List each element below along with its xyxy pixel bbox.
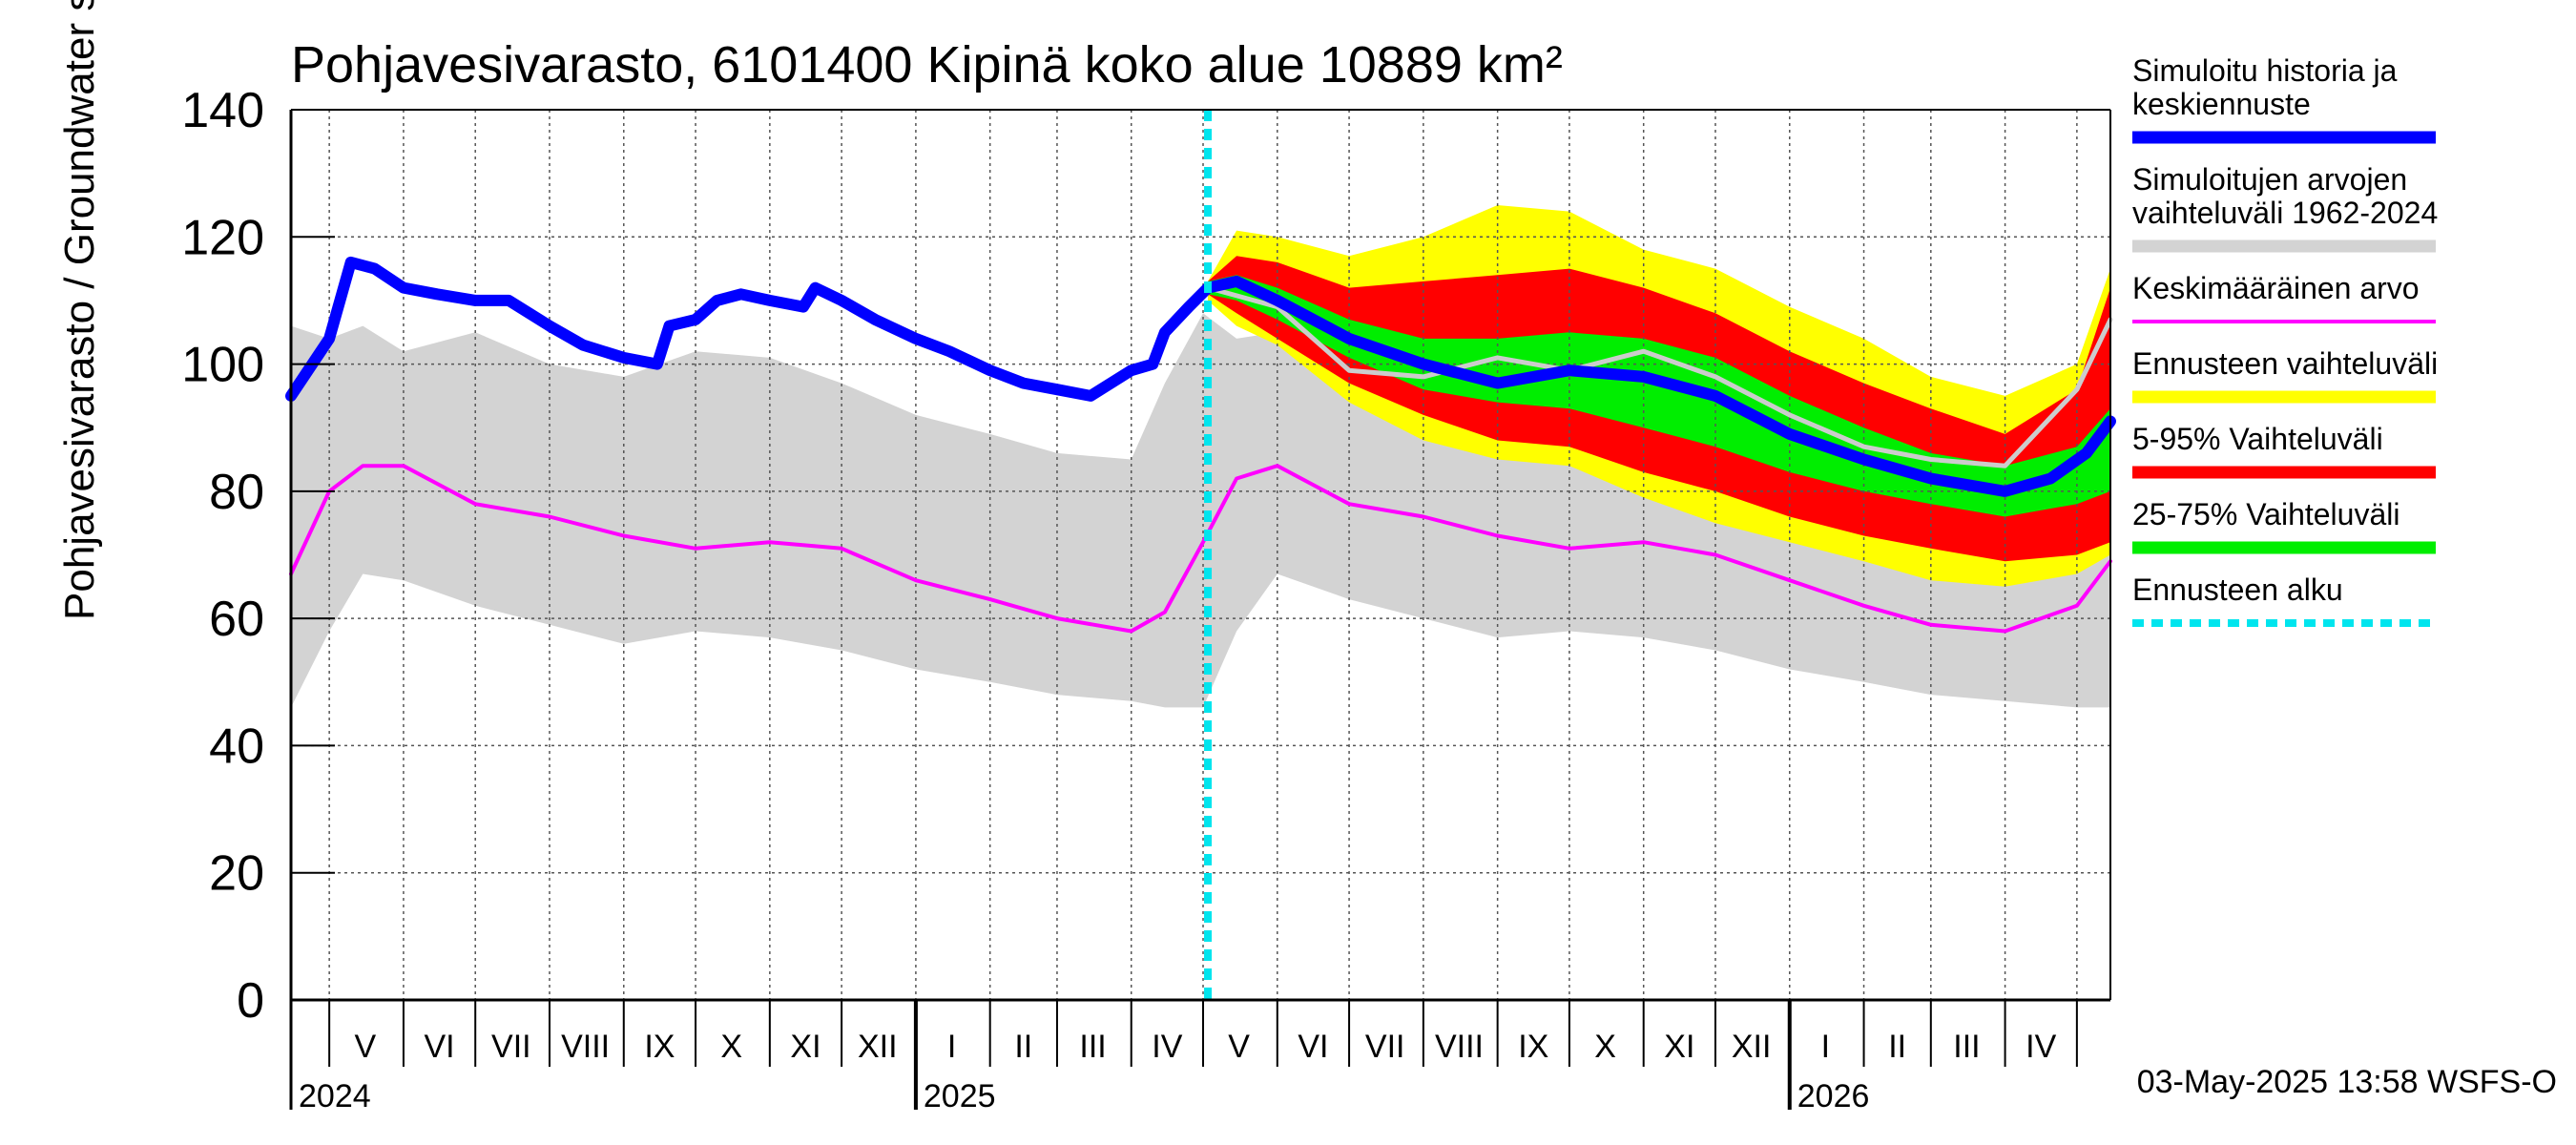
- legend-label-6-0: Ennusteen alku: [2132, 572, 2343, 607]
- month-label-19: XII: [1732, 1029, 1772, 1065]
- data-lines: [285, 110, 2116, 1000]
- y-tick-label-40: 40: [209, 718, 264, 774]
- legend-label-0-1: keskiennuste: [2132, 87, 2311, 121]
- legend-label-5-0: 25-75% Vaihteluväli: [2132, 497, 2399, 531]
- month-label-12: V: [1228, 1029, 1250, 1065]
- year-label-2026: 2026: [1797, 1078, 1870, 1114]
- month-label-10: III: [1079, 1029, 1106, 1065]
- legend-item-6: Ennusteen alku: [2132, 572, 2436, 627]
- month-label-9: II: [1014, 1029, 1032, 1065]
- y-tick-label-120: 120: [181, 210, 264, 265]
- month-label-3: VIII: [561, 1029, 610, 1065]
- month-label-21: II: [1888, 1029, 1906, 1065]
- y-tick-label-80: 80: [209, 465, 264, 520]
- legend-item-4: 5-95% Vaihteluväli: [2132, 422, 2436, 479]
- month-label-14: VII: [1365, 1029, 1405, 1065]
- month-label-6: XI: [790, 1029, 821, 1065]
- legend-label-1-1: vaihteluväli 1962-2024: [2132, 196, 2438, 230]
- month-label-1: VI: [425, 1029, 455, 1065]
- month-label-5: X: [720, 1029, 742, 1065]
- legend-item-5: 25-75% Vaihteluväli: [2132, 497, 2436, 554]
- legend-label-0-0: Simuloitu historia ja: [2132, 53, 2398, 88]
- month-label-16: IX: [1518, 1029, 1548, 1065]
- y-axis-label: Pohjavesivarasto / Groundwater storage m…: [56, 0, 103, 620]
- legend-label-2-0: Keskimääräinen arvo: [2132, 271, 2420, 305]
- month-label-0: V: [354, 1029, 376, 1065]
- month-label-2: VII: [491, 1029, 531, 1065]
- timestamp-footer: 03-May-2025 13:58 WSFS-O: [2137, 1064, 2557, 1100]
- legend-label-4-0: 5-95% Vaihteluväli: [2132, 422, 2383, 456]
- legend-item-3: Ennusteen vaihteluväli: [2132, 346, 2438, 404]
- month-label-23: IV: [2025, 1029, 2056, 1065]
- y-tick-label-140: 140: [181, 83, 264, 138]
- range-bands: [291, 205, 2110, 708]
- line-keskim-r-inen-arvo: [289, 464, 2112, 634]
- legend: Simuloitu historia jakeskiennusteSimuloi…: [2132, 53, 2438, 627]
- legend-item-2: Keskimääräinen arvo: [2132, 271, 2436, 323]
- month-label-7: XII: [858, 1029, 898, 1065]
- month-label-13: VI: [1298, 1029, 1328, 1065]
- band-25-75-vaihteluv-li: [1208, 275, 2110, 517]
- year-label-2025: 2025: [924, 1078, 996, 1114]
- chart-title: Pohjavesivarasto, 6101400 Kipinä koko al…: [291, 36, 1563, 94]
- month-label-22: III: [1953, 1029, 1980, 1065]
- legend-label-3-0: Ennusteen vaihteluväli: [2132, 346, 2438, 381]
- month-label-4: IX: [644, 1029, 675, 1065]
- month-label-18: XI: [1664, 1029, 1694, 1065]
- line-median-ennuste: [1205, 285, 2113, 468]
- month-label-17: X: [1594, 1029, 1616, 1065]
- y-tick-label-0: 0: [237, 973, 264, 1029]
- year-label-2024: 2024: [299, 1078, 371, 1114]
- month-label-8: I: [947, 1029, 956, 1065]
- month-label-20: I: [1821, 1029, 1830, 1065]
- month-label-15: VIII: [1435, 1029, 1484, 1065]
- legend-label-1-0: Simuloitujen arvojen: [2132, 162, 2407, 197]
- line-simuloitu-historia-ja-keskiennuste: [285, 256, 2116, 497]
- y-tick-label-20: 20: [209, 846, 264, 902]
- y-tick-label-100: 100: [181, 338, 264, 393]
- y-tick-label-60: 60: [209, 592, 264, 647]
- month-label-11: IV: [1152, 1029, 1182, 1065]
